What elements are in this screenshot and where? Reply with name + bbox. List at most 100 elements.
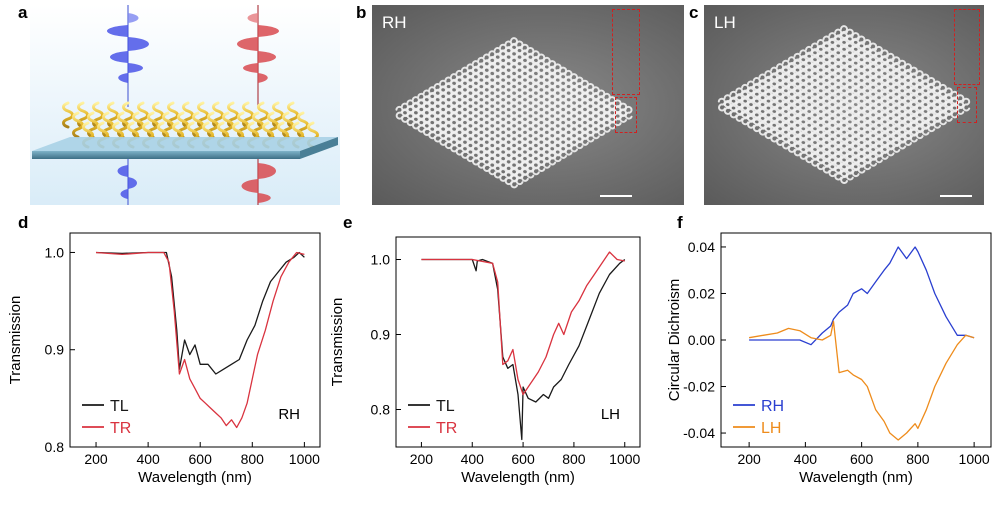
- sem-helix: [504, 171, 513, 186]
- sem-helix: [591, 125, 600, 140]
- helix: [297, 111, 309, 139]
- x-tick-label: 400: [461, 451, 485, 467]
- legend-label-tr: TR: [436, 420, 457, 437]
- sem-helix: [828, 163, 837, 178]
- helix: [62, 101, 74, 129]
- sem-helix: [499, 168, 508, 182]
- helix: [257, 101, 269, 129]
- y-tick-label: 0.9: [371, 327, 391, 343]
- helix: [107, 101, 119, 129]
- chart-d-transmission-rh: 200 400 600 800 1000 0.8 0.9 1.0 Wavelength (nm)…: [7, 232, 321, 486]
- glass-substrate: [32, 137, 338, 151]
- sem-helix: [776, 132, 784, 146]
- sem-helix: [510, 174, 518, 189]
- blue-transmitted-wave: [117, 159, 137, 205]
- panel-letter-d: d: [18, 213, 29, 232]
- helix: [167, 101, 179, 129]
- x-tick-label: 1000: [959, 451, 990, 467]
- series-line-tl: [95, 251, 305, 375]
- sem-helix: [874, 149, 883, 164]
- y-tick-label: 0.04: [688, 239, 715, 255]
- glass-substrate-edge: [32, 151, 300, 159]
- y-tick-label: 0.8: [45, 439, 65, 455]
- sem-helix: [460, 145, 469, 159]
- sem-helix: [933, 115, 942, 129]
- sem-helix: [466, 148, 475, 163]
- x-tick-label: 400: [794, 451, 818, 467]
- y-axis-label: Transmission: [7, 296, 24, 385]
- sem-helix: [400, 109, 409, 123]
- helix: [152, 101, 164, 129]
- series-line-tr: [95, 251, 305, 429]
- sem-helix: [723, 101, 732, 115]
- panel-letter-b: b: [356, 3, 367, 22]
- sem-helix: [520, 168, 529, 182]
- inset-small-box-rh: [615, 97, 637, 133]
- sem-helix: [439, 132, 448, 146]
- legend-label-tl: TL: [110, 398, 129, 415]
- sem-helix: [515, 171, 524, 186]
- sem-helix: [471, 151, 480, 166]
- sem-helix: [411, 115, 420, 130]
- helix: [207, 111, 219, 139]
- x-tick-label: 1000: [289, 451, 320, 467]
- sem-helix: [886, 142, 895, 157]
- helix: [197, 101, 209, 129]
- sem-helix: [597, 122, 606, 136]
- helix: [102, 111, 114, 139]
- sem-helix: [542, 155, 551, 169]
- sem-helix: [580, 132, 589, 146]
- helix: [147, 111, 159, 139]
- sem-helix: [921, 121, 930, 136]
- chart-annotation: LH: [601, 406, 620, 423]
- sem-helix: [619, 109, 628, 123]
- helix: [117, 111, 129, 139]
- panel-letter-a: a: [18, 3, 28, 22]
- sem-helix: [834, 166, 843, 181]
- sem-helix: [450, 138, 458, 153]
- sem-helix: [717, 97, 726, 112]
- sem-helix: [927, 118, 936, 133]
- y-tick-label: 0.02: [688, 285, 715, 301]
- sem-helix: [851, 163, 860, 178]
- sem-helix: [938, 111, 947, 126]
- sem-helix: [729, 104, 738, 119]
- sem-helix: [586, 128, 595, 143]
- x-tick-label: 800: [241, 451, 265, 467]
- y-tick-label: 1.0: [371, 252, 391, 268]
- inset-small-box-lh: [957, 87, 977, 123]
- helix: [87, 111, 99, 139]
- sem-helix: [816, 156, 825, 171]
- legend-label-tr: TR: [110, 420, 131, 437]
- sem-helix: [764, 125, 773, 140]
- x-tick-label: 400: [136, 451, 160, 467]
- x-axis-label: Wavelength (nm): [138, 469, 252, 486]
- sem-helix: [482, 158, 491, 172]
- x-tick-label: 600: [511, 451, 535, 467]
- sem-helix: [869, 153, 878, 167]
- sem-helix: [553, 148, 562, 163]
- plot-frame: [69, 232, 321, 448]
- sem-helix: [956, 101, 965, 115]
- blue-incident-wave: [107, 5, 149, 107]
- helix: [77, 101, 89, 129]
- sem-helix: [548, 151, 557, 166]
- sem-helix: [417, 119, 426, 133]
- sem-lh-lattice: [717, 25, 971, 184]
- series-line-rh: [749, 246, 975, 346]
- sem-helix: [950, 104, 959, 119]
- helix: [287, 101, 299, 129]
- sem-rh-lattice: [395, 37, 633, 189]
- sem-helix: [857, 159, 866, 174]
- sem-helix: [799, 146, 808, 160]
- x-tick-label: 800: [906, 451, 930, 467]
- series-line-tr: [421, 251, 625, 396]
- helix: [132, 111, 144, 139]
- x-tick-label: 200: [737, 451, 761, 467]
- helix: [122, 101, 134, 129]
- sem-helix: [433, 128, 442, 143]
- sem-helix: [531, 161, 540, 176]
- sem-helix: [444, 135, 453, 150]
- sem-helix: [810, 153, 819, 167]
- helix: [182, 101, 194, 129]
